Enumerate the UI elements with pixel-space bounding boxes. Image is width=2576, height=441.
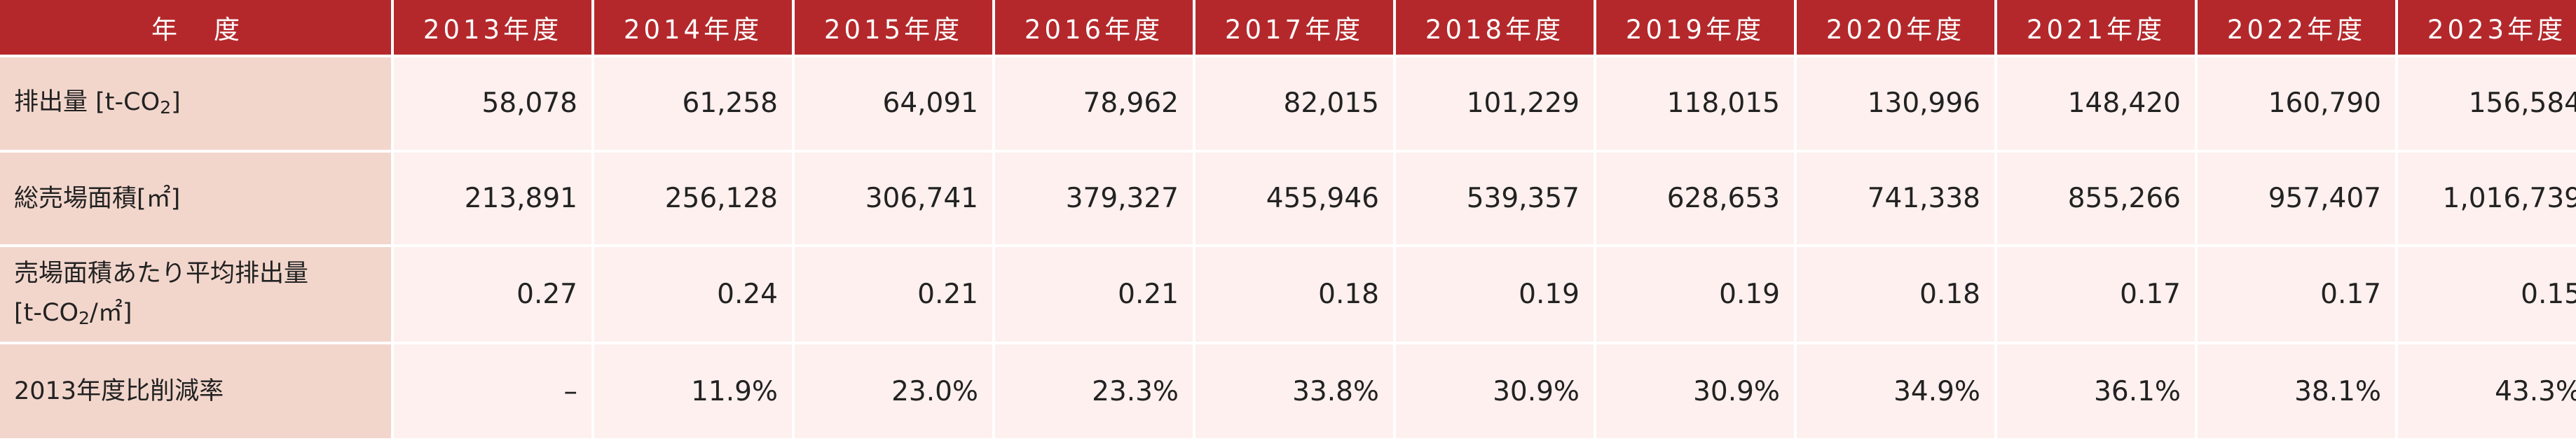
header-year: 2016年度 <box>995 0 1193 55</box>
header-year: 2022年度 <box>2198 0 2395 55</box>
table-cell: 36.1% <box>1997 344 2195 438</box>
table-cell: 23.3% <box>995 344 1193 438</box>
table-cell: 82,015 <box>1195 57 1393 150</box>
table-cell: 1,016,739 <box>2398 152 2576 245</box>
table-cell: 0.19 <box>1396 247 1594 342</box>
table-cell: 855,266 <box>1997 152 2195 245</box>
table-cell: 38.1% <box>2198 344 2395 438</box>
table-cell: 11.9% <box>594 344 792 438</box>
header-year-label-char-1: 年 <box>151 15 177 45</box>
table-cell: 213,891 <box>394 152 591 245</box>
table-cell: 0.17 <box>1997 247 2195 342</box>
table-cell: 33.8% <box>1195 344 1393 438</box>
table-cell: 0.18 <box>1797 247 1994 342</box>
table-cell: 0.15 <box>2398 247 2576 342</box>
table-cell: 61,258 <box>594 57 792 150</box>
row-label-line: 総売場面積[㎡] <box>14 179 391 218</box>
table-cell: 30.9% <box>1596 344 1794 438</box>
header-year: 2013年度 <box>394 0 591 55</box>
row-label: 総売場面積[㎡] <box>0 152 391 245</box>
header-year-label-char-2: 度 <box>214 15 240 45</box>
row-label-text: 総売場面積[㎡] <box>14 184 181 213</box>
row-label-subscript: 2 <box>78 308 90 329</box>
table-row-reduction: 2013年度比削減率 –11.9% 23.0% 23.3% 33.8% 30.9% 30.9… <box>0 344 2576 438</box>
table-cell: 539,357 <box>1396 152 1594 245</box>
table-cell: 0.21 <box>995 247 1193 342</box>
header-year: 2019年度 <box>1596 0 1794 55</box>
header-row: 年度 2013年度 2014年度 2015年度 2016年度 2017年度 20… <box>0 0 2576 55</box>
row-label-subscript: 2 <box>160 97 172 118</box>
row-label-text-end: ] <box>171 88 181 117</box>
table-cell: – <box>394 344 591 438</box>
table-cell: 306,741 <box>795 152 992 245</box>
row-label-line: 2013年度比削減率 <box>14 372 391 411</box>
row-label-line-2: [t-CO2/㎡] <box>14 293 391 335</box>
table-cell: 0.27 <box>394 247 591 342</box>
row-label: 売場面積あたり平均排出量 [t-CO2/㎡] <box>0 247 391 342</box>
table-cell: 0.18 <box>1195 247 1393 342</box>
row-label: 排出量 [t-CO2] <box>0 57 391 150</box>
table-cell: 957,407 <box>2198 152 2395 245</box>
row-label-text: 2013年度比削減率 <box>14 377 224 406</box>
table-cell: 741,338 <box>1797 152 1994 245</box>
header-year: 2017年度 <box>1195 0 1393 55</box>
table-cell: 43.3% <box>2398 344 2576 438</box>
header-year: 2015年度 <box>795 0 992 55</box>
table-cell: 130,996 <box>1797 57 1994 150</box>
table-row-emissions: 排出量 [t-CO2] 58,078 61,258 64,091 78,962 82,01… <box>0 57 2576 150</box>
table-cell: 0.24 <box>594 247 792 342</box>
table-cell: 64,091 <box>795 57 992 150</box>
table-cell: 0.21 <box>795 247 992 342</box>
table-cell: 101,229 <box>1396 57 1594 150</box>
table-cell: 78,962 <box>995 57 1193 150</box>
header-year: 2020年度 <box>1797 0 1994 55</box>
row-label-text: 売場面積あたり平均排出量 <box>14 260 309 288</box>
table-cell: 34.9% <box>1797 344 1994 438</box>
header-year: 2021年度 <box>1997 0 2195 55</box>
row-label-line: 売場面積あたり平均排出量 <box>14 254 391 293</box>
table-cell: 379,327 <box>995 152 1193 245</box>
row-label-text: [t-CO <box>14 299 78 328</box>
table-cell: 30.9% <box>1396 344 1594 438</box>
row-label-text: 排出量 [t-CO <box>14 88 160 117</box>
row-label-line: 排出量 [t-CO2] <box>14 83 391 124</box>
table-cell: 58,078 <box>394 57 591 150</box>
header-year: 2023年度 <box>2398 0 2576 55</box>
table-cell: 148,420 <box>1997 57 2195 150</box>
table-cell: 455,946 <box>1195 152 1393 245</box>
table-cell: 256,128 <box>594 152 792 245</box>
header-year: 2014年度 <box>594 0 792 55</box>
table-cell: 628,653 <box>1596 152 1794 245</box>
table-row-floor-area: 総売場面積[㎡] 213,891 256,128 306,741 379,327 455,… <box>0 152 2576 245</box>
table-cell: 118,015 <box>1596 57 1794 150</box>
header-year: 2018年度 <box>1396 0 1594 55</box>
table-cell: 160,790 <box>2198 57 2395 150</box>
row-label-text-end: /㎡] <box>90 299 132 328</box>
table-cell: 156,584 <box>2398 57 2576 150</box>
header-year-label: 年度 <box>0 0 391 55</box>
table-row-per-area: 売場面積あたり平均排出量 [t-CO2/㎡] 0.27 0.24 0.21 0.21 0.1… <box>0 247 2576 342</box>
table-cell: 0.19 <box>1596 247 1794 342</box>
table-cell: 23.0% <box>795 344 992 438</box>
table-cell: 0.17 <box>2198 247 2395 342</box>
row-label: 2013年度比削減率 <box>0 344 391 438</box>
